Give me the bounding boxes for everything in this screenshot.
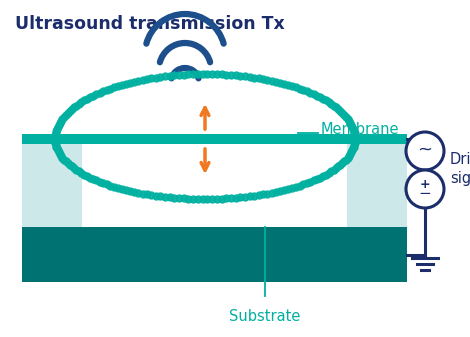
Text: +: + (420, 178, 431, 190)
Text: Ultrasound transmission Tx: Ultrasound transmission Tx (15, 15, 285, 33)
Bar (22, 134, 407, 144)
Bar (22, 227, 407, 282)
Text: Membrane: Membrane (321, 123, 400, 137)
Bar (22, 142, 82, 227)
Bar (347, 142, 407, 227)
Circle shape (406, 170, 444, 208)
Circle shape (406, 132, 444, 170)
Text: −: − (419, 186, 431, 202)
Text: Driving
signal: Driving signal (450, 152, 470, 186)
Bar (22, 142, 407, 227)
Text: ~: ~ (417, 141, 432, 159)
Text: Substrate: Substrate (229, 309, 301, 324)
